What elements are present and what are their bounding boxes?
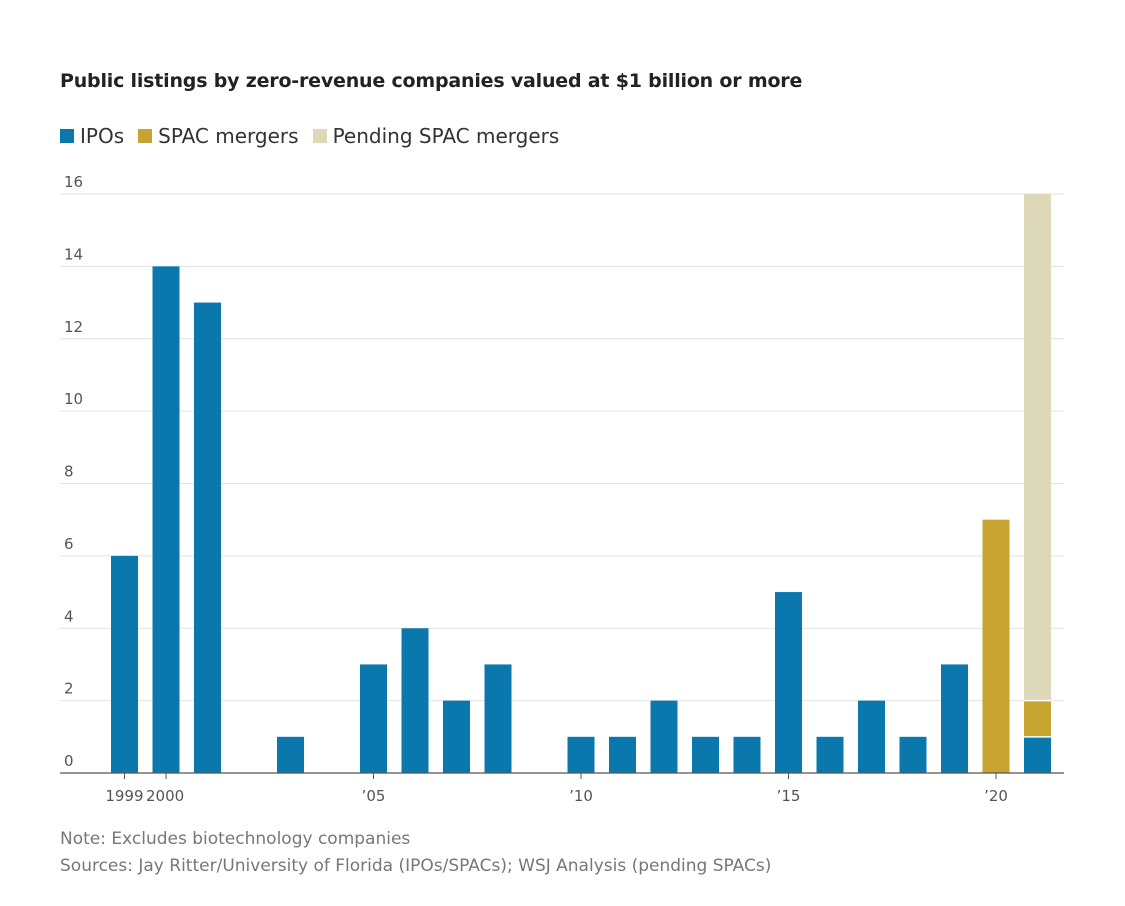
x-tick-label: ’20: [984, 787, 1008, 805]
bar-ipos-2014: [733, 736, 761, 773]
legend: IPOs SPAC mergers Pending SPAC mergers: [60, 124, 573, 148]
bar-ipos-2018: [899, 736, 927, 773]
legend-item-pending-spac-mergers: Pending SPAC mergers: [312, 124, 560, 148]
bar-ipos-2021: [1024, 736, 1051, 773]
y-tick-label: 14: [64, 245, 83, 263]
bar-pending-spac-mergers-2021: [1024, 194, 1051, 701]
x-tick-label: ’15: [777, 787, 801, 805]
bar-ipos-2015: [775, 592, 802, 773]
bars: [111, 194, 1051, 773]
x-axis: 1999 2000 ’05 ’10 ’15 ’20: [60, 772, 1064, 805]
bar-ipos-2000: [152, 266, 180, 773]
bar-spac-mergers-2020: [982, 519, 1010, 773]
y-tick-label: 2: [64, 680, 74, 698]
y-tick-label: 6: [64, 535, 74, 553]
bar-ipos-1999: [111, 555, 138, 773]
legend-label-spac-mergers: SPAC mergers: [158, 124, 299, 148]
y-tick-label: 8: [64, 463, 74, 481]
bar-ipos-2006: [401, 628, 429, 773]
sources-text: Sources: Jay Ritter/University of Florid…: [60, 856, 772, 876]
legend-item-ipos: IPOs: [60, 124, 124, 148]
bar-ipos-2010: [567, 736, 595, 773]
x-tick-label: 1999: [105, 787, 143, 805]
bar-ipos-2012: [650, 700, 678, 773]
bar-ipos-2001: [194, 302, 221, 773]
legend-swatch-pending-spac-mergers: [312, 129, 327, 143]
legend-label-pending-spac-mergers: Pending SPAC mergers: [332, 124, 560, 148]
y-tick-label: 4: [64, 607, 74, 625]
bar-ipos-2008: [484, 664, 512, 773]
chart-notes: Note: Excludes biotechnology companies S…: [60, 826, 771, 880]
y-tick-label: 16: [64, 173, 83, 191]
legend-item-spac-mergers: SPAC mergers: [138, 124, 299, 148]
bar-spac-mergers-2021: [1024, 700, 1051, 737]
bar-ipos-2017: [858, 700, 885, 773]
bar-ipos-2003: [277, 736, 304, 773]
legend-label-ipos: IPOs: [80, 124, 125, 148]
y-tick-label: 12: [64, 318, 83, 336]
bar-ipos-2007: [443, 700, 470, 773]
legend-swatch-ipos: [60, 129, 74, 143]
bar-ipos-2016: [816, 736, 844, 773]
legend-swatch-spac-mergers: [138, 129, 153, 143]
bar-ipos-2005: [360, 664, 387, 773]
y-tick-label: 0: [64, 752, 74, 770]
bar-ipos-2011: [609, 736, 636, 773]
x-tick-label: ’10: [569, 787, 593, 805]
x-tick-label: ’05: [362, 787, 386, 805]
bar-ipos-2019: [941, 664, 968, 773]
note-text: Note: Excludes biotechnology companies: [60, 829, 411, 849]
x-tick-label: 2000: [146, 787, 184, 805]
grid-lines: 0 2 4 6 8 10 12 14 16: [60, 173, 1064, 770]
chart-title: Public listings by zero-revenue companie…: [60, 70, 803, 92]
y-tick-label: 10: [64, 390, 83, 408]
bar-ipos-2013: [692, 736, 719, 773]
